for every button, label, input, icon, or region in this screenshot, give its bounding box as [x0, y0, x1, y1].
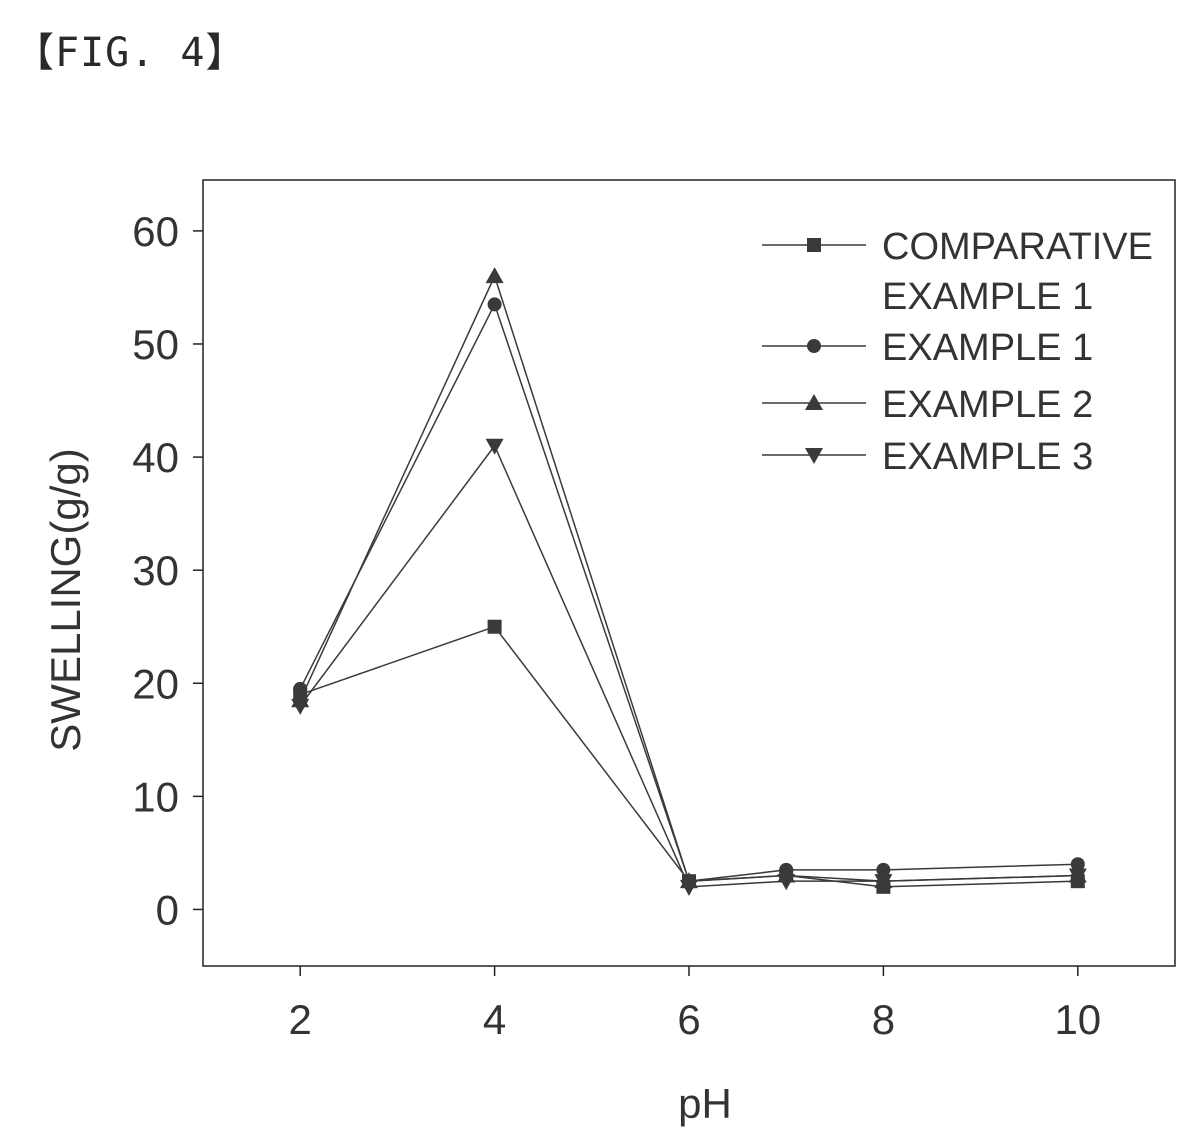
data-point [487, 619, 502, 634]
legend-label: EXAMPLE 3 [882, 436, 1093, 478]
y-tick-label: 50 [132, 321, 179, 368]
legend-item: EXAMPLE 2 [762, 384, 1093, 426]
figure-label: 【FIG. 4】 [14, 30, 247, 76]
legend-label: EXAMPLE 2 [882, 384, 1093, 426]
legend-item: EXAMPLE 3 [762, 436, 1093, 478]
y-axis: 0 10 20 30 40 50 60 [132, 208, 203, 933]
data-point [485, 267, 504, 284]
x-tick-label: 2 [289, 996, 312, 1043]
series-4 [291, 438, 1087, 896]
series-line [299, 302, 1078, 882]
x-tick-label: 6 [677, 996, 700, 1043]
series-layer [291, 267, 1087, 896]
y-axis-title: SWELLING(g/g) [42, 448, 89, 751]
series-line [299, 625, 1078, 888]
y-tick-label: 60 [132, 208, 179, 255]
data-point [291, 698, 310, 715]
series-1 [293, 619, 1085, 894]
x-tick-label: 8 [872, 996, 895, 1043]
legend-marker [805, 448, 823, 464]
legend-label: COMPARATIVE [882, 226, 1153, 268]
y-tick-label: 10 [132, 773, 179, 820]
y-tick-label: 40 [132, 434, 179, 481]
x-tick-label: 10 [1054, 996, 1101, 1043]
legend-label: EXAMPLE 1 [882, 327, 1093, 369]
legend: COMPARATIVE EXAMPLE 1 EXAMPLE 1 EXAMPLE 2 EX… [762, 226, 1153, 478]
y-tick-label: 20 [132, 660, 179, 707]
legend-marker [807, 238, 821, 252]
data-point [876, 862, 891, 877]
legend-item: COMPARATIVE EXAMPLE 1 [762, 226, 1153, 318]
x-axis-title: pH [678, 1080, 732, 1127]
y-tick-label: 0 [156, 886, 179, 933]
data-point [485, 438, 504, 455]
legend-label: EXAMPLE 1 [882, 276, 1093, 318]
data-point [874, 874, 893, 891]
x-tick-label: 4 [483, 996, 506, 1043]
series-line [299, 444, 1078, 888]
legend-item: EXAMPLE 1 [762, 327, 1093, 369]
data-point [1068, 868, 1087, 885]
data-point [1070, 857, 1085, 872]
data-point [680, 879, 698, 896]
legend-marker [805, 394, 823, 410]
legend-marker [807, 339, 821, 353]
data-point [487, 297, 502, 312]
x-axis: 2 4 6 8 10 [289, 966, 1101, 1043]
y-tick-label: 30 [132, 547, 179, 594]
data-point [777, 874, 796, 891]
